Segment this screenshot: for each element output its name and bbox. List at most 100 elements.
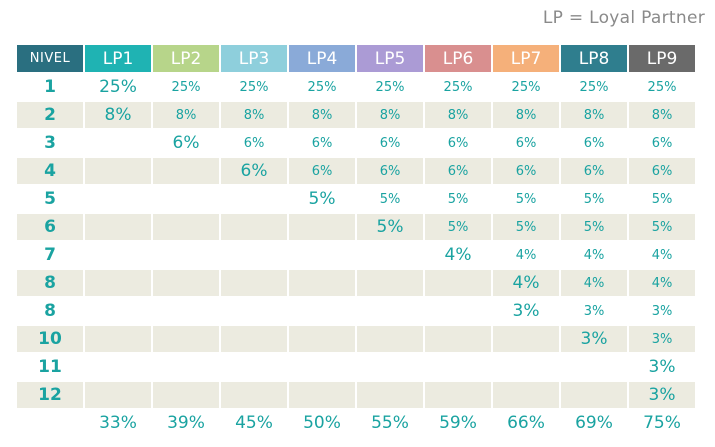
percent-cell bbox=[153, 326, 219, 352]
percent-cell bbox=[221, 382, 287, 408]
table-row: 2 8% 8% 8% 8% 8% 8% 8% 8% 8% bbox=[17, 102, 695, 128]
percent-cell: 6% bbox=[561, 158, 627, 184]
percent-cell bbox=[153, 354, 219, 380]
header-lp6: LP6 bbox=[425, 45, 491, 72]
percent-cell bbox=[493, 382, 559, 408]
percent-cell: 25% bbox=[153, 74, 219, 100]
percent-cell: 5% bbox=[289, 186, 355, 212]
total-lp5: 55% bbox=[357, 410, 423, 436]
percent-cell: 8% bbox=[561, 102, 627, 128]
percent-cell bbox=[85, 130, 151, 156]
percent-cell bbox=[221, 214, 287, 240]
percent-cell: 4% bbox=[561, 242, 627, 268]
percent-cell bbox=[221, 186, 287, 212]
header-lp7: LP7 bbox=[493, 45, 559, 72]
percent-cell: 5% bbox=[425, 214, 491, 240]
total-lp1: 33% bbox=[85, 410, 151, 436]
percent-cell bbox=[425, 298, 491, 324]
percent-cell: 25% bbox=[425, 74, 491, 100]
percent-cell bbox=[289, 214, 355, 240]
percent-cell: 3% bbox=[493, 298, 559, 324]
total-lp4: 50% bbox=[289, 410, 355, 436]
percent-cell: 6% bbox=[289, 158, 355, 184]
percent-cell bbox=[357, 242, 423, 268]
percent-cell: 8% bbox=[85, 102, 151, 128]
percent-cell: 6% bbox=[629, 130, 695, 156]
level-cell: 3 bbox=[17, 130, 83, 156]
percent-cell: 25% bbox=[629, 74, 695, 100]
percent-cell: 25% bbox=[561, 74, 627, 100]
level-cell: 8 bbox=[17, 298, 83, 324]
percent-cell bbox=[221, 298, 287, 324]
percent-cell bbox=[425, 326, 491, 352]
percent-cell: 3% bbox=[629, 326, 695, 352]
percent-cell: 8% bbox=[221, 102, 287, 128]
percent-cell bbox=[357, 326, 423, 352]
header-lp4: LP4 bbox=[289, 45, 355, 72]
percent-cell: 25% bbox=[221, 74, 287, 100]
percent-cell: 6% bbox=[493, 130, 559, 156]
level-cell: 5 bbox=[17, 186, 83, 212]
percent-cell: 8% bbox=[493, 102, 559, 128]
percent-cell: 6% bbox=[425, 158, 491, 184]
percent-cell: 5% bbox=[357, 186, 423, 212]
percent-cell: 6% bbox=[289, 130, 355, 156]
total-lp8: 69% bbox=[561, 410, 627, 436]
percent-cell bbox=[561, 354, 627, 380]
table-row: 6 5% 5% 5% 5% 5% bbox=[17, 214, 695, 240]
table-row: 3 6% 6% 6% 6% 6% 6% 6% 6% bbox=[17, 130, 695, 156]
percent-cell bbox=[289, 298, 355, 324]
percent-cell: 25% bbox=[289, 74, 355, 100]
percent-cell bbox=[425, 382, 491, 408]
level-cell: 8 bbox=[17, 270, 83, 296]
total-lp2: 39% bbox=[153, 410, 219, 436]
percent-cell bbox=[153, 242, 219, 268]
percent-cell bbox=[85, 298, 151, 324]
level-cell: 7 bbox=[17, 242, 83, 268]
percent-cell bbox=[153, 270, 219, 296]
percent-cell: 8% bbox=[289, 102, 355, 128]
header-lp1: LP1 bbox=[85, 45, 151, 72]
header-lp2: LP2 bbox=[153, 45, 219, 72]
percent-cell: 6% bbox=[221, 130, 287, 156]
table-row: 11 3% bbox=[17, 354, 695, 380]
percent-cell: 3% bbox=[629, 298, 695, 324]
percent-cell bbox=[425, 354, 491, 380]
percent-cell bbox=[153, 382, 219, 408]
table-row: 8 3% 3% 3% bbox=[17, 298, 695, 324]
percent-cell bbox=[561, 382, 627, 408]
percent-cell: 6% bbox=[629, 158, 695, 184]
percent-cell: 5% bbox=[561, 214, 627, 240]
header-lp9: LP9 bbox=[629, 45, 695, 72]
level-cell: 6 bbox=[17, 214, 83, 240]
percent-cell bbox=[357, 354, 423, 380]
header-lp8: LP8 bbox=[561, 45, 627, 72]
percent-cell: 25% bbox=[357, 74, 423, 100]
table-row: 1 25% 25% 25% 25% 25% 25% 25% 25% 25% bbox=[17, 74, 695, 100]
percent-cell bbox=[289, 326, 355, 352]
header-nivel: NIVEL bbox=[17, 45, 83, 72]
percent-cell bbox=[357, 298, 423, 324]
percent-cell: 8% bbox=[425, 102, 491, 128]
percent-cell bbox=[153, 298, 219, 324]
percent-cell bbox=[357, 270, 423, 296]
legend-note: LP = Loyal Partner bbox=[542, 8, 705, 28]
commission-table: NIVEL LP1 LP2 LP3 LP4 LP5 LP6 LP7 LP8 LP… bbox=[15, 43, 697, 438]
percent-cell bbox=[153, 158, 219, 184]
percent-cell: 8% bbox=[357, 102, 423, 128]
header-row: NIVEL LP1 LP2 LP3 LP4 LP5 LP6 LP7 LP8 LP… bbox=[17, 45, 695, 72]
percent-cell: 6% bbox=[561, 130, 627, 156]
header-lp5: LP5 bbox=[357, 45, 423, 72]
percent-cell: 4% bbox=[561, 270, 627, 296]
percent-cell bbox=[153, 214, 219, 240]
total-lp3: 45% bbox=[221, 410, 287, 436]
percent-cell: 3% bbox=[561, 326, 627, 352]
total-lp7: 66% bbox=[493, 410, 559, 436]
percent-cell bbox=[85, 158, 151, 184]
percent-cell: 5% bbox=[629, 214, 695, 240]
percent-cell bbox=[289, 242, 355, 268]
percent-cell: 5% bbox=[357, 214, 423, 240]
totals-label-cell bbox=[17, 410, 83, 436]
level-cell: 11 bbox=[17, 354, 83, 380]
percent-cell: 3% bbox=[629, 382, 695, 408]
